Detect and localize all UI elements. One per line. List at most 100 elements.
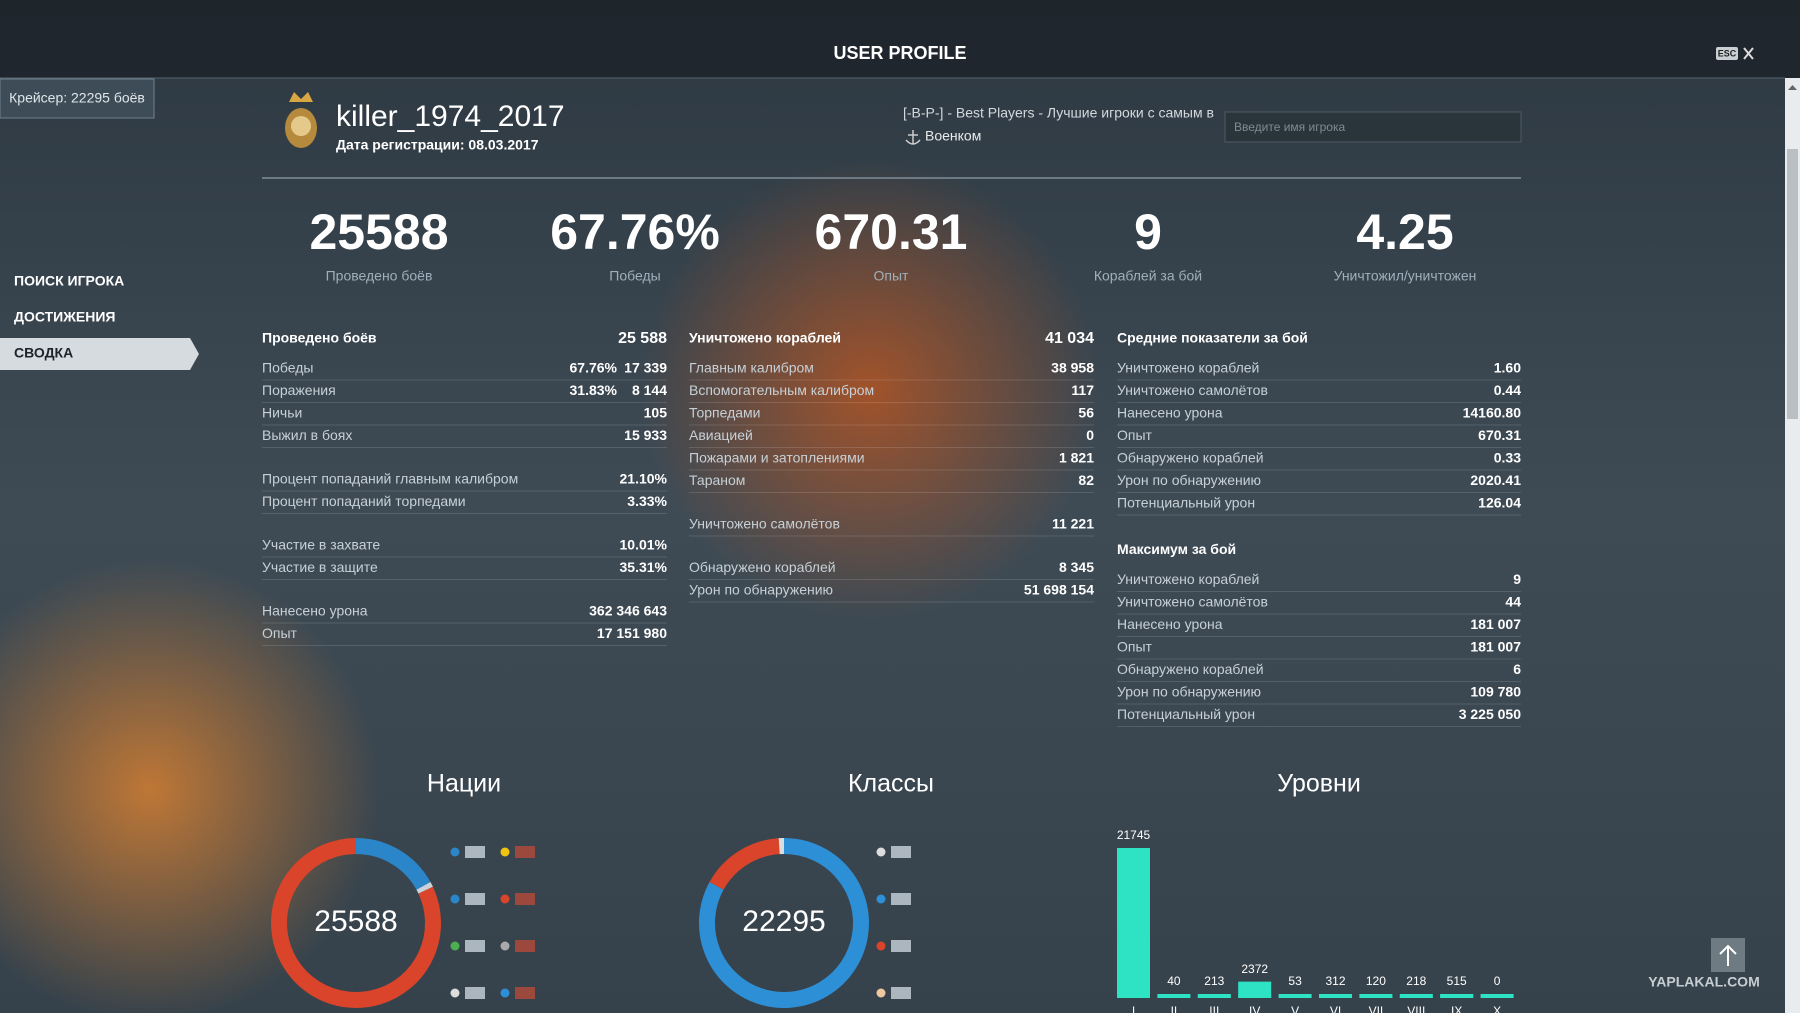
row-value: 181 007: [1470, 616, 1521, 632]
bar-base: [1157, 994, 1191, 998]
row-value: 14160.80: [1463, 405, 1522, 421]
row-percent: 67.76%: [570, 360, 618, 376]
stat-value: 25588: [309, 204, 448, 260]
donut-segment: [709, 838, 780, 891]
search-placeholder[interactable]: Введите имя игрока: [1234, 120, 1345, 134]
page-title: USER PROFILE: [833, 43, 966, 63]
row-value: 362 346 643: [589, 603, 667, 619]
close-icon[interactable]: [1743, 47, 1754, 60]
x-tick-label: X: [1493, 1004, 1501, 1013]
bar-base: [1359, 994, 1393, 998]
legend-icon: [515, 893, 535, 905]
stat-value: 670.31: [815, 204, 968, 260]
legend-icon: [515, 940, 535, 952]
menu-item[interactable]: СВОДКА: [14, 345, 73, 361]
clan-role: Военком: [925, 128, 981, 144]
row-value: 17 151 980: [597, 625, 667, 641]
bar-value-label: 21745: [1117, 828, 1151, 842]
row-value: 0.33: [1494, 450, 1521, 466]
scrollbar-thumb[interactable]: [1787, 149, 1798, 419]
row-value: 56: [1078, 405, 1094, 421]
bar: [1117, 848, 1150, 998]
row-value: 3.33%: [627, 493, 667, 509]
row-label: Ничьи: [262, 405, 302, 421]
legend-dot: [876, 941, 886, 951]
search-input[interactable]: [1224, 111, 1522, 143]
donut-center: 25588: [314, 905, 397, 938]
player-name: killer_1974_2017: [336, 100, 565, 133]
legend-icon: [515, 846, 535, 858]
row-label: Поражения: [262, 382, 336, 398]
bar: [1238, 981, 1272, 998]
legend-dot: [876, 894, 886, 904]
menu-item[interactable]: ДОСТИЖЕНИЯ: [14, 309, 115, 325]
clan-name[interactable]: [-B-P-] - Best Players - Лучшие игроки с…: [903, 105, 1214, 121]
anchor-icon: [905, 130, 921, 145]
row-value: 3 225 050: [1459, 706, 1521, 722]
row-value: 670.31: [1478, 427, 1521, 443]
row-value: 1.60: [1494, 360, 1521, 376]
chart-title: Нации: [427, 770, 501, 798]
bar-value-label: 312: [1325, 974, 1345, 988]
stat-label: Опыт: [874, 268, 910, 284]
legend-dot: [876, 988, 886, 998]
row-value: 1 821: [1059, 450, 1094, 466]
row-value: 0: [1086, 427, 1094, 443]
stat-value: 4.25: [1356, 204, 1453, 260]
legend-icon: [891, 940, 911, 952]
block-title: Уничтожено кораблей: [689, 330, 841, 346]
row-value: 44: [1505, 594, 1521, 610]
x-tick-label: V: [1291, 1004, 1299, 1013]
bar: [1197, 996, 1231, 998]
chart-title: Уровни: [1277, 770, 1361, 798]
chart-title: Классы: [848, 770, 934, 798]
scroll-up[interactable]: [1788, 85, 1797, 90]
x-tick-label: IX: [1451, 1004, 1462, 1013]
row-label: Пожарами и затоплениями: [689, 450, 865, 466]
row-value: 15 933: [624, 427, 667, 443]
block-title: Средние показатели за бой: [1117, 330, 1308, 346]
row-value: 181 007: [1470, 639, 1521, 655]
bar-value-label: 213: [1204, 974, 1224, 988]
registration-date: Дата регистрации: 08.03.2017: [336, 137, 539, 153]
row-label: Торпедами: [689, 405, 761, 421]
legend-icon: [515, 987, 535, 999]
row-value: 51 698 154: [1024, 582, 1094, 598]
menu-item[interactable]: ПОИСК ИГРОКА: [14, 273, 124, 289]
row-value: 35.31%: [620, 559, 668, 575]
legend-dot: [500, 894, 510, 904]
stat-label: Кораблей за бой: [1094, 268, 1202, 284]
arrow-up-icon[interactable]: [1719, 944, 1737, 966]
bar-value-label: 53: [1288, 974, 1302, 988]
block-title: Максимум за бой: [1117, 541, 1236, 557]
row-value: 126.04: [1478, 495, 1521, 511]
block-total: 25 588: [618, 330, 667, 347]
donut-center: 22295: [742, 905, 825, 938]
side-tag: [0, 78, 155, 119]
row-label: Уничтожено самолётов: [1117, 382, 1268, 398]
watermark: YAPLAKAL.COM: [1648, 974, 1760, 990]
row-label: Обнаружено кораблей: [689, 559, 836, 575]
donut-segment: [416, 882, 433, 894]
legend-icon: [891, 846, 911, 858]
row-label: Опыт: [1117, 427, 1153, 443]
bar-value-label: 515: [1447, 974, 1467, 988]
row-value: 10.01%: [620, 537, 668, 553]
top-bar: [0, 0, 1800, 78]
row-label: Опыт: [262, 625, 298, 641]
x-tick-label: III: [1209, 1004, 1219, 1013]
row-label: Участие в захвате: [262, 537, 380, 553]
row-label: Урон по обнаружению: [1117, 684, 1261, 700]
legend-icon: [891, 987, 911, 999]
bar-value-label: 120: [1366, 974, 1386, 988]
stat-value: 9: [1134, 204, 1162, 260]
x-tick-label: I: [1132, 1004, 1135, 1013]
row-value: 2020.41: [1470, 472, 1521, 488]
esc-key[interactable]: [1716, 47, 1738, 60]
bar-value-label: 218: [1406, 974, 1426, 988]
row-label: Потенциальный урон: [1117, 495, 1255, 511]
row-label: Процент попаданий торпедами: [262, 493, 466, 509]
row-label: Выжил в боях: [262, 427, 352, 443]
esc-label[interactable]: ESC: [1718, 48, 1737, 58]
